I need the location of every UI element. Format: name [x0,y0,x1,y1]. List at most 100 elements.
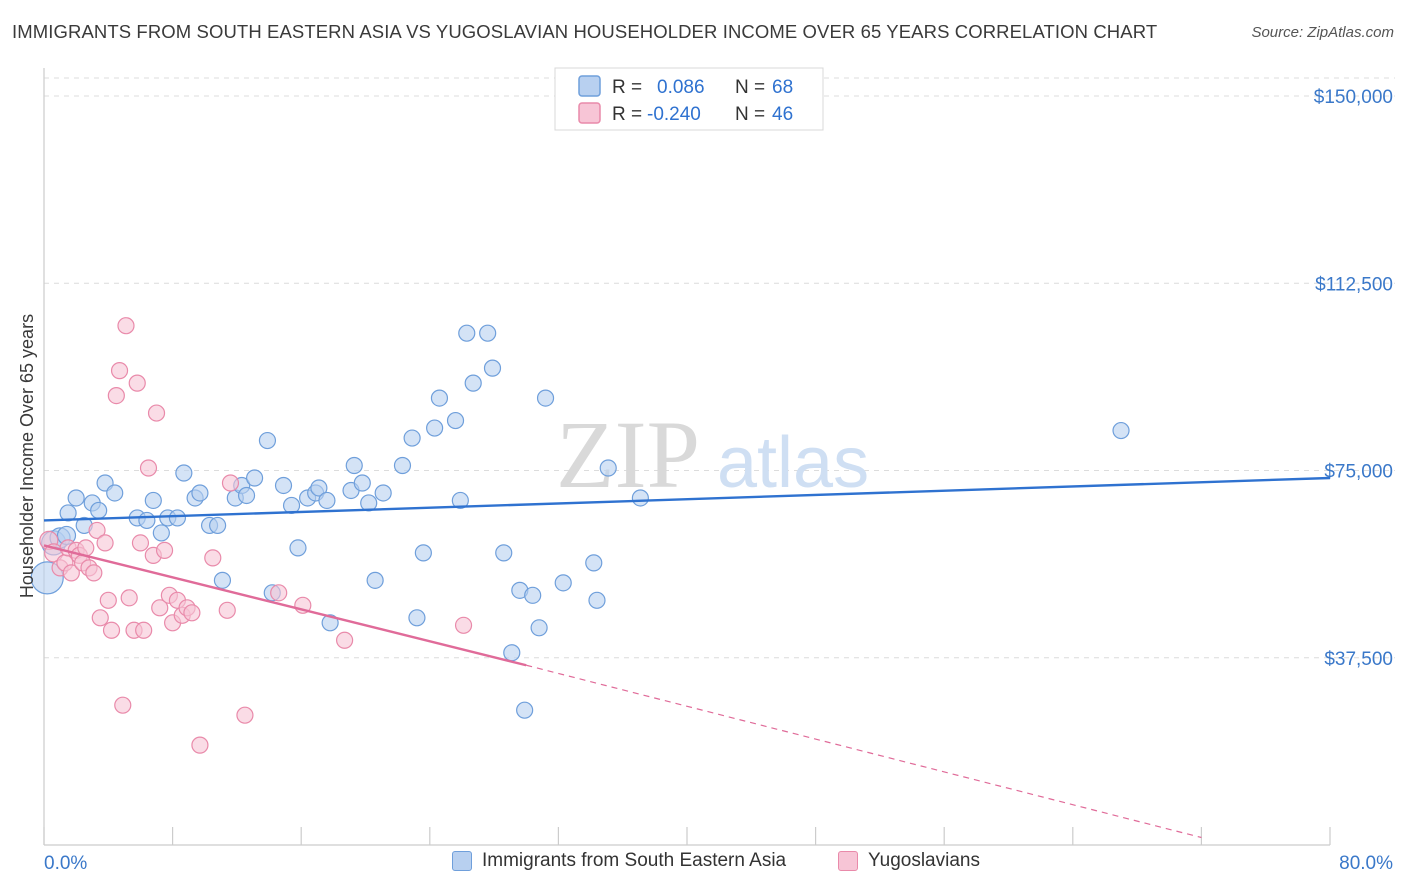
point-yugoslavians [135,621,153,639]
point-yugoslavians [236,706,254,724]
x-tick-label-min: 0.0% [44,853,87,874]
point-south-eastern-asia [430,389,449,407]
point-south-eastern-asia [318,491,336,510]
legend-r-label-pink: R = [612,104,642,125]
y-tick-label: $150,000 [1314,87,1393,108]
point-south-eastern-asia [554,574,572,592]
point-south-eastern-asia [1112,421,1130,440]
point-south-eastern-asia [144,491,162,510]
legend-swatch-pink [838,851,858,871]
point-south-eastern-asia [106,484,124,502]
point-south-eastern-asia [495,544,513,562]
point-south-eastern-asia [403,429,421,447]
point-yugoslavians [147,404,166,422]
point-south-eastern-asia [274,476,293,495]
point-south-eastern-asia [353,474,371,492]
point-yugoslavians [454,616,473,634]
point-south-eastern-asia [289,539,307,557]
legend-label-south-eastern-asia: Immigrants from South Eastern Asia [482,850,787,871]
watermark-atlas: atlas [717,423,869,503]
point-south-eastern-asia [209,516,227,535]
point-yugoslavians [85,564,103,582]
point-south-eastern-asia [451,491,469,510]
point-yugoslavians [62,564,80,582]
point-south-eastern-asia [464,374,482,392]
point-south-eastern-asia [408,609,426,627]
legend-label-yugoslavians: Yugoslavians [868,850,980,871]
correlation-legend: R = 0.086 N = 68 R = -0.240 N = 46 [554,67,824,131]
legend-item-south-eastern-asia: Immigrants from South Eastern Asia [452,850,786,872]
point-yugoslavians [88,521,106,540]
trendline-south-eastern-asia [43,476,1331,522]
point-south-eastern-asia [366,571,384,589]
point-yugoslavians [96,534,114,552]
point-yugoslavians [114,696,132,714]
point-yugoslavians [128,374,146,392]
point-yugoslavians [204,549,222,567]
point-yugoslavians [151,599,169,617]
point-yugoslavians [91,609,109,627]
point-yugoslavians [191,736,209,754]
legend-swatch-blue [578,75,601,97]
point-yugoslavians [183,604,201,622]
point-south-eastern-asia [213,571,232,589]
y-axis-label: Householder Income Over 65 years [17,314,37,598]
chart-title: IMMIGRANTS FROM SOUTH EASTERN ASIA VS YU… [12,21,1158,42]
legend-swatch-pink [578,102,601,124]
point-south-eastern-asia [479,324,497,342]
point-south-eastern-asia [414,544,432,562]
point-south-eastern-asia [345,456,363,475]
point-yugoslavians [120,589,138,607]
point-south-eastern-asia [90,501,108,520]
point-south-eastern-asia [530,619,548,637]
point-south-eastern-asia [59,504,77,522]
point-yugoslavians [221,474,240,492]
point-south-eastern-asia [426,419,444,437]
point-south-eastern-asia [631,489,649,507]
y-tick-label: $75,000 [1324,462,1393,483]
point-yugoslavians [107,387,125,405]
trend-layer [43,476,1331,839]
legend-swatch-blue [452,851,472,871]
point-south-eastern-asia [175,464,193,482]
point-south-eastern-asia [138,511,156,530]
point-south-eastern-asia [258,431,277,450]
point-yugoslavians [336,631,354,649]
point-yugoslavians [99,591,117,609]
legend-r-value-blue: 0.086 [657,77,705,98]
point-south-eastern-asia [168,509,187,527]
point-south-eastern-asia [152,524,170,542]
trendline-yugoslavians-extrapolated [526,664,1202,839]
legend-r-value-pink: -0.240 [647,104,701,125]
axis-layer: $37,500 $75,000 $112,500 $150,000 0.0% 80.0% [43,68,1393,874]
point-south-eastern-asia [458,324,476,342]
grid-layer [44,77,1395,659]
legend-r-label-blue: R = [612,77,642,98]
point-south-eastern-asia [585,554,603,572]
point-south-eastern-asia [360,494,378,512]
point-south-eastern-asia [191,484,209,502]
points-layer [30,317,1130,754]
legend-n-value-blue: 68 [772,77,793,98]
point-south-eastern-asia [483,359,502,377]
point-south-eastern-asia [245,469,264,487]
point-south-eastern-asia [321,614,339,632]
point-yugoslavians [131,534,150,552]
legend-n-label-pink: N = [735,104,765,125]
legend-item-yugoslavians: Yugoslavians [838,850,980,872]
legend-n-label-blue: N = [735,77,765,98]
point-south-eastern-asia [446,411,465,430]
point-south-eastern-asia [237,486,256,505]
point-south-eastern-asia [503,644,521,662]
point-south-eastern-asia [393,456,412,475]
point-yugoslavians [139,459,158,477]
point-south-eastern-asia [374,484,392,502]
point-yugoslavians [110,362,129,380]
watermark-zip: ZIP [556,401,700,508]
point-south-eastern-asia [536,389,555,407]
point-south-eastern-asia [524,586,542,604]
point-yugoslavians [218,601,236,619]
point-south-eastern-asia [67,489,85,507]
source-credit: Source: ZipAtlas.com [1251,24,1394,41]
